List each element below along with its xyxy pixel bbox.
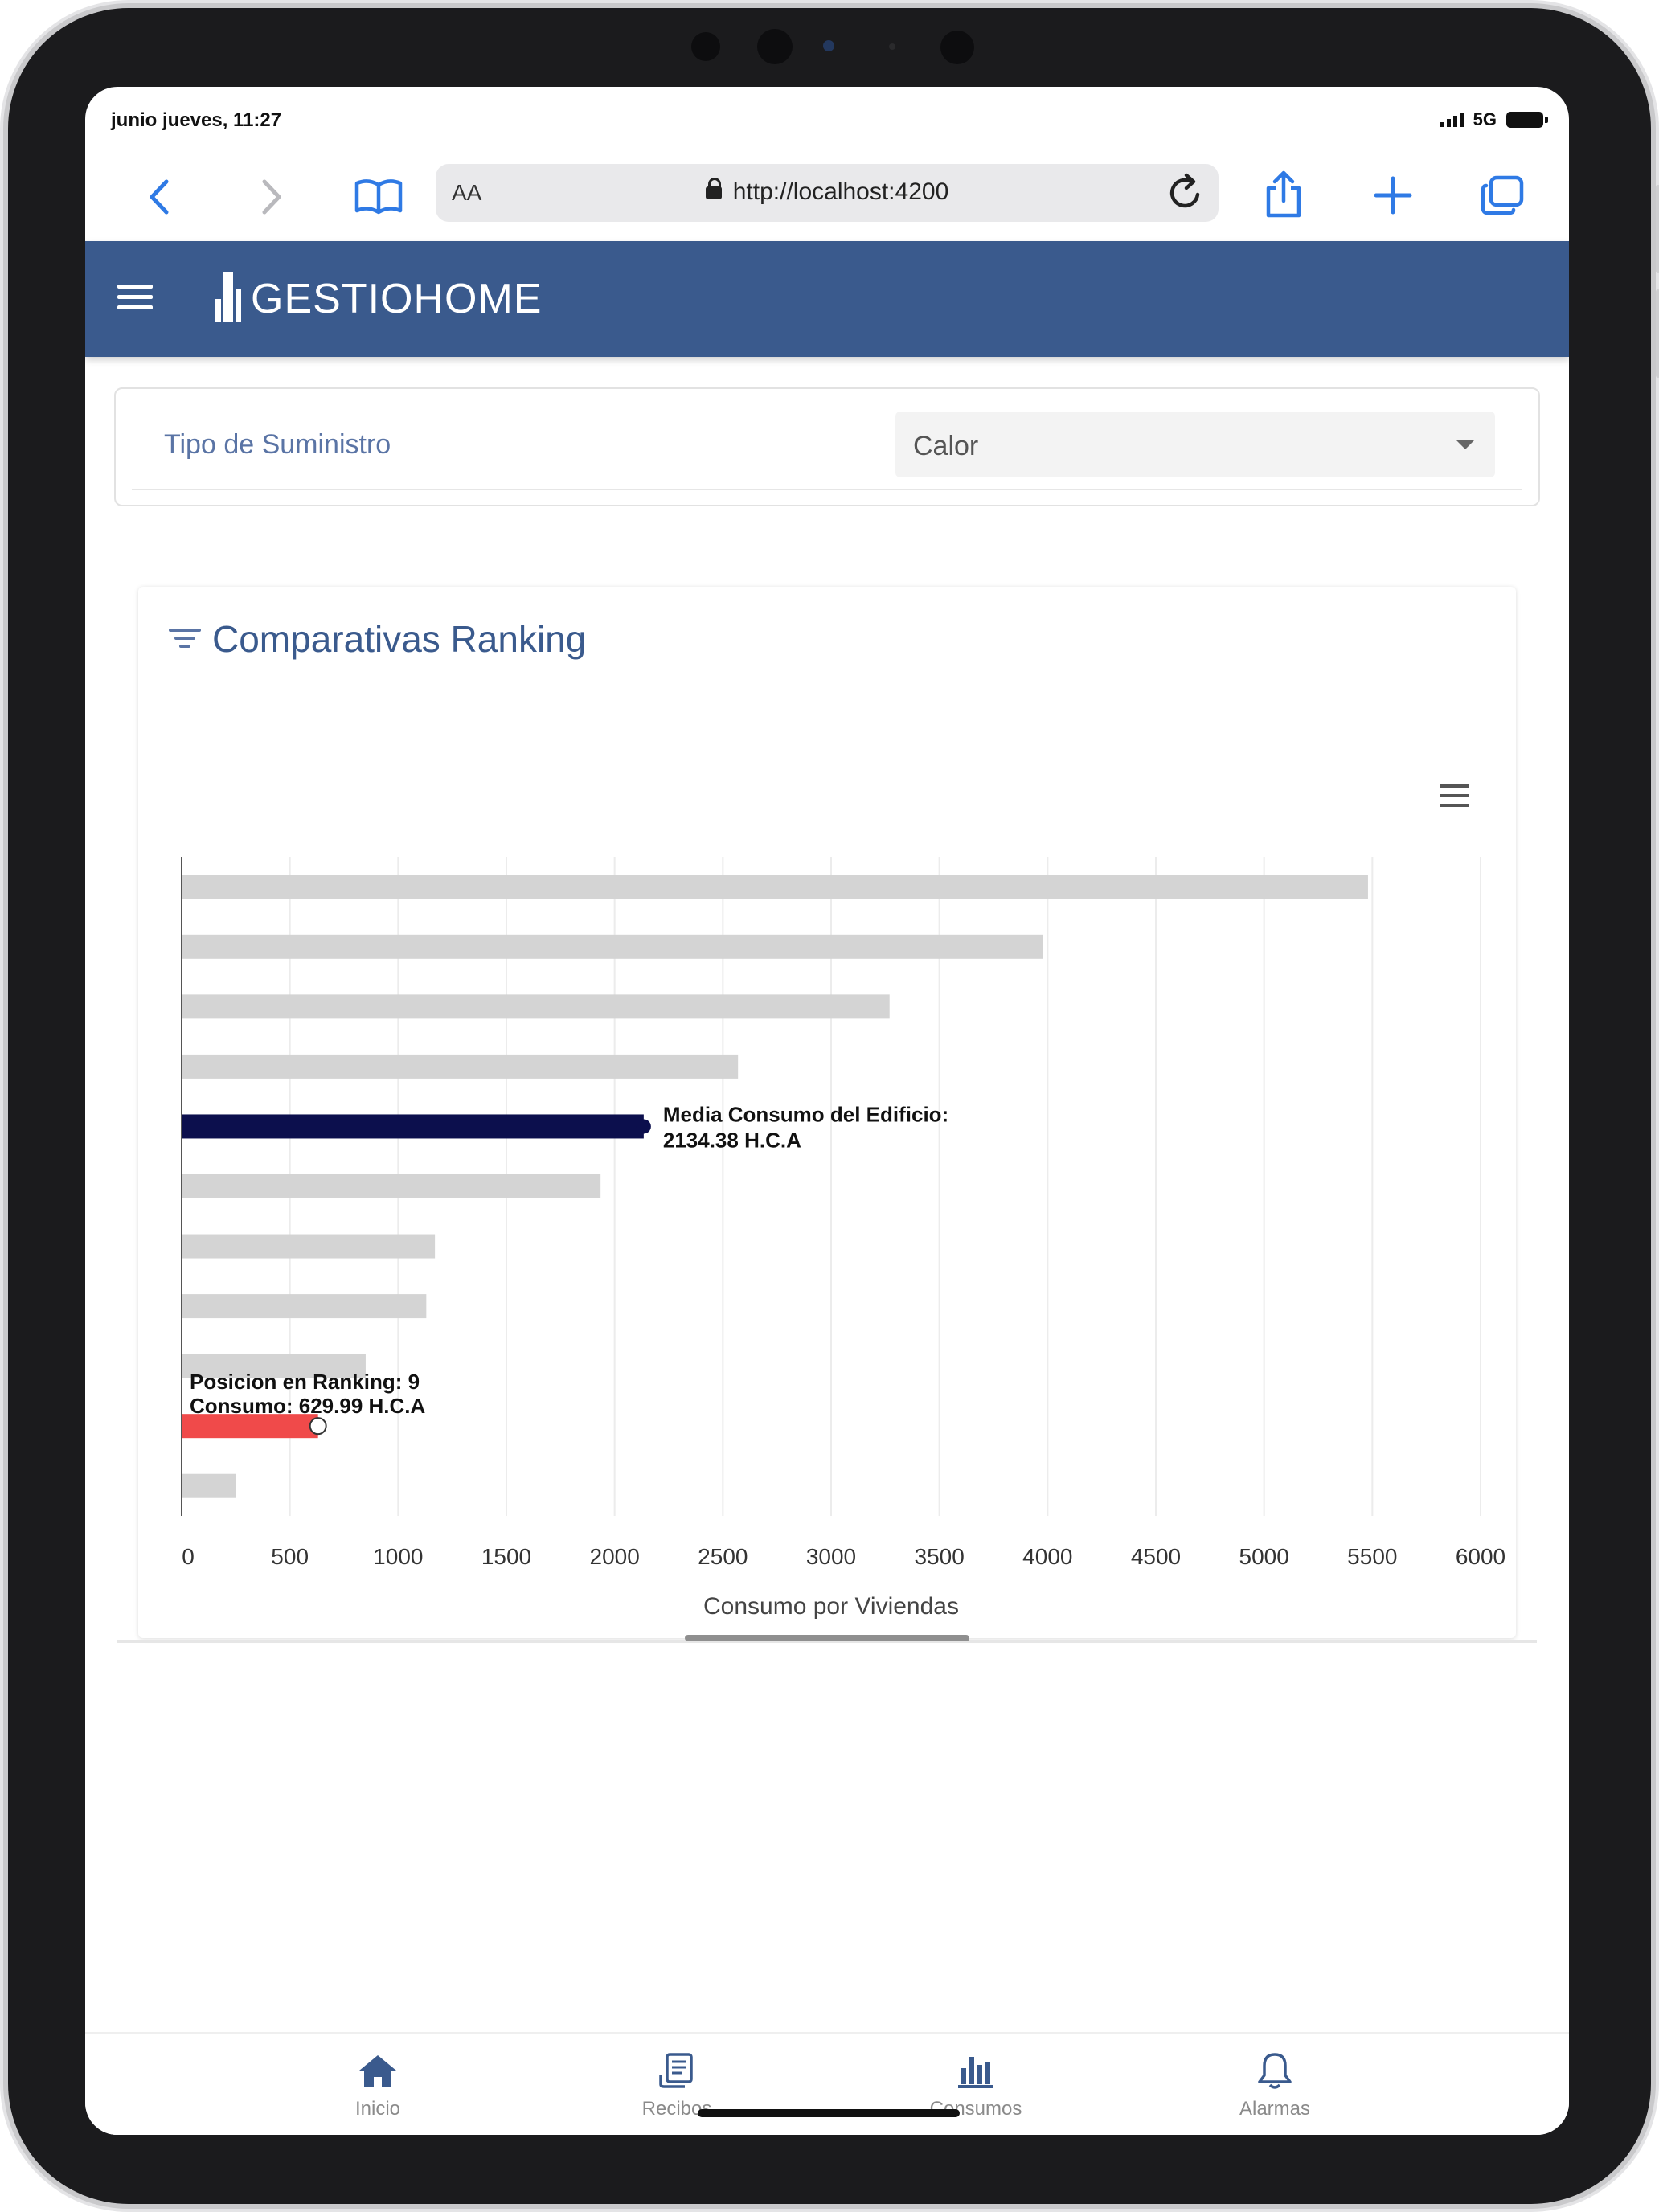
horizontal-scrollbar[interactable] [685, 1635, 969, 1641]
average-annotation: 2134.38 H.C.A [663, 1128, 801, 1152]
signal-icon [1440, 113, 1464, 127]
x-tick-label: 5500 [1347, 1544, 1397, 1569]
status-indicators: 5G [1440, 109, 1548, 130]
volume-button [1656, 289, 1659, 378]
x-tick-label: 500 [271, 1544, 309, 1569]
supply-filter-card: Tipo de Suministro Calor [114, 387, 1540, 506]
x-tick-label: 2500 [698, 1544, 748, 1569]
supply-selected-value: Calor [913, 431, 979, 461]
screen: junio jueves, 11:27 5G AA http://localho… [85, 87, 1569, 2135]
my-home-bar [182, 1414, 318, 1439]
receipt-icon [596, 2050, 757, 2091]
forward-icon[interactable] [243, 169, 299, 225]
bar [182, 934, 1043, 959]
bar [182, 994, 890, 1019]
ranking-chart-card: Comparativas Ranking 0 500 1000 1500 2000 250… [138, 587, 1516, 1638]
bar [182, 1234, 436, 1259]
bar [182, 1354, 366, 1378]
horizontal-scroll-track [117, 1640, 1537, 1643]
home-icon [297, 2050, 458, 2091]
bar-chart-icon [895, 2050, 1056, 2091]
nav-item-inicio[interactable]: Inicio [297, 2050, 458, 2120]
text-size-button[interactable]: AA [452, 180, 482, 205]
network-label: 5G [1473, 109, 1497, 129]
share-icon[interactable] [1256, 167, 1312, 223]
front-camera-icon [757, 29, 793, 64]
home-indicator[interactable] [698, 2109, 960, 2117]
average-bar [182, 1114, 644, 1139]
bar [182, 1473, 236, 1498]
nav-item-alarmas[interactable]: Alarmas [1194, 2050, 1355, 2120]
x-tick-label: 1000 [373, 1544, 423, 1569]
x-tick-label: 3500 [915, 1544, 965, 1569]
address-bar[interactable]: AA http://localhost:4200 [436, 164, 1219, 222]
field-underline [132, 489, 1522, 490]
average-annotation: Media Consumo del Edificio: [663, 1102, 948, 1126]
supply-type-select[interactable]: Calor [895, 412, 1495, 477]
lock-icon [705, 178, 722, 200]
building-icon [214, 272, 246, 322]
my-home-marker [309, 1417, 327, 1436]
supply-label: Tipo de Suministro [164, 429, 391, 460]
camera-indicator-icon [823, 40, 834, 51]
card-title: Comparativas Ranking [212, 618, 587, 660]
x-tick-label: 4000 [1022, 1544, 1072, 1569]
back-icon[interactable] [132, 169, 188, 225]
tabs-icon[interactable] [1474, 167, 1530, 223]
my-home-annotation: Consumo: 629.99 H.C.A [190, 1394, 426, 1418]
url-text: http://localhost:4200 [732, 178, 949, 205]
x-axis-title: Consumo por Viviendas [703, 1593, 959, 1620]
x-tick-label: 1500 [481, 1544, 531, 1569]
volume-button [1656, 185, 1659, 273]
bar [182, 1054, 739, 1079]
bookmarks-icon[interactable] [350, 169, 407, 225]
chart-menu-icon[interactable] [1440, 784, 1469, 807]
bottom-navigation: Inicio Recibos Consumos Alarmas [85, 2032, 1569, 2135]
x-tick-label: 4500 [1131, 1544, 1181, 1569]
new-tab-icon[interactable] [1365, 167, 1421, 223]
reload-icon[interactable] [1167, 170, 1204, 221]
brand-name: GESTIOHOME [251, 276, 543, 322]
chevron-down-icon [1456, 440, 1474, 449]
menu-icon[interactable] [117, 285, 153, 310]
sensor-icon [691, 32, 720, 61]
x-tick-label: 2000 [590, 1544, 640, 1569]
bell-icon [1194, 2050, 1355, 2091]
ranking-chart: 0 500 1000 1500 2000 2500 3000 3500 4000 4500 5000… [181, 857, 1505, 1620]
status-time: junio jueves, 11:27 [111, 109, 282, 131]
nav-label: Inicio [354, 2098, 401, 2120]
x-tick-label: 0 [182, 1544, 195, 1569]
card-header: Comparativas Ranking [169, 617, 586, 661]
bar [182, 1174, 601, 1198]
brand-logo: GESTIOHOME [214, 272, 542, 322]
my-home-annotation: Posicion en Ranking: 9 [190, 1370, 420, 1394]
filter-icon [169, 627, 201, 651]
face-id-sensor-icon [940, 31, 974, 64]
nav-label: Alarmas [1239, 2098, 1311, 2120]
x-tick-label: 6000 [1456, 1544, 1505, 1569]
proximity-sensor-icon [889, 43, 895, 50]
battery-icon [1506, 112, 1548, 128]
app-header: GESTIOHOME [85, 241, 1569, 357]
nav-item-recibos[interactable]: Recibos [596, 2050, 757, 2120]
x-tick-label: 5000 [1239, 1544, 1289, 1569]
bar [182, 1294, 427, 1319]
x-tick-label: 3000 [806, 1544, 856, 1569]
bar [182, 875, 1368, 899]
average-marker [636, 1119, 651, 1134]
